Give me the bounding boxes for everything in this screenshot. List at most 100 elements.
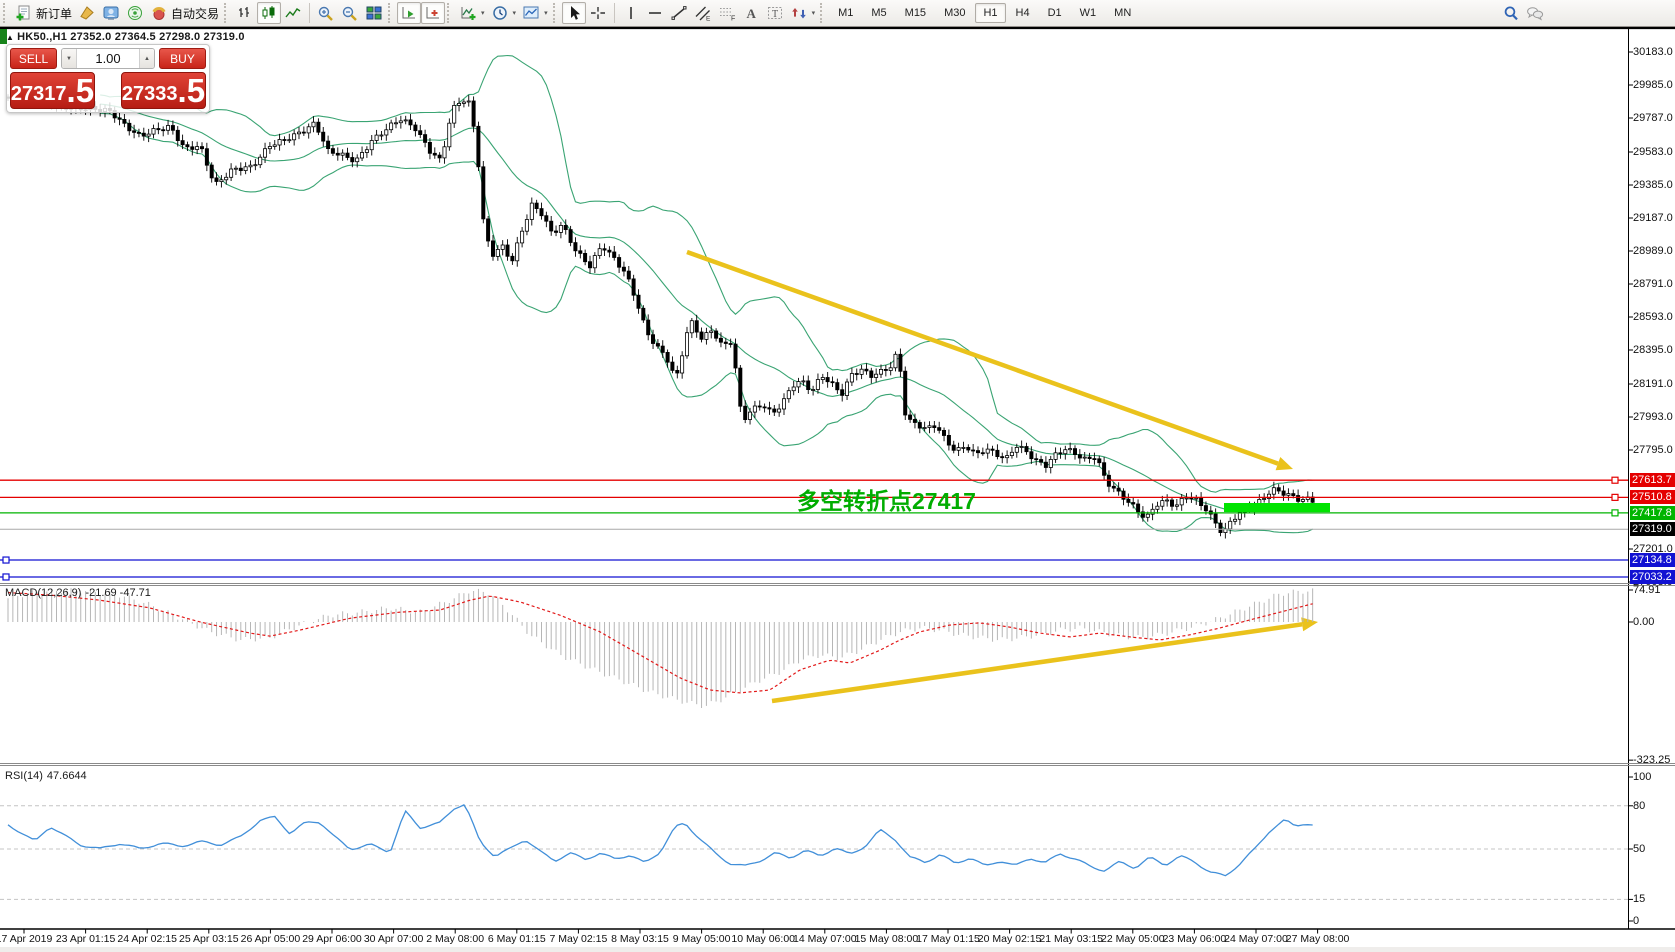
axis-tick-label: -323.25 (1633, 754, 1671, 767)
svg-text:T: T (772, 9, 778, 20)
zoom-in-button[interactable] (314, 2, 338, 24)
axis-tick-label: 100 (1633, 771, 1652, 783)
zoom-out-button[interactable] (338, 2, 362, 24)
buy-price-display[interactable]: 27333.5 (121, 72, 206, 109)
templates-menu-button[interactable]: ▾ (519, 2, 551, 24)
toolbar-sep (613, 3, 615, 23)
candles-layer (6, 90, 1315, 539)
timeframe-mn-button[interactable]: MN (1106, 3, 1139, 23)
volume-decrease-button[interactable]: ▼ (62, 49, 77, 68)
community-button[interactable] (99, 2, 123, 24)
timeframe-m5-button[interactable]: M5 (863, 3, 894, 23)
metaeditor-button[interactable] (75, 2, 99, 24)
bollinger-middle-line (100, 103, 1313, 511)
timeframe-h4-button[interactable]: H4 (1008, 3, 1038, 23)
toolbar-grip (447, 3, 452, 23)
time-axis-label: 30 Apr 07:00 (363, 933, 424, 945)
autotrading-label: 自动交易 (171, 6, 220, 21)
chart-window[interactable]: ▲ HK50.,H1 27352.0 27364.5 27298.0 27319.… (0, 26, 1675, 952)
autotrading-icon (150, 5, 168, 21)
timeframe-w1-button[interactable]: W1 (1072, 3, 1105, 23)
text-icon: A (742, 5, 760, 21)
chart-line-icon (284, 5, 302, 21)
main-toolbar: 新订单 自动交易 ▾ ▾ ▾ E F A T ▾ M1 M5 M15 M30 H1 H4 D1 W1 MN (0, 0, 1675, 27)
text-tool-button[interactable]: A (739, 2, 763, 24)
tile-windows-button[interactable] (362, 2, 386, 24)
hline-icon (646, 5, 664, 21)
macd-histogram (7, 588, 1314, 708)
time-axis-label: 20 May 02:15 (977, 933, 1042, 945)
timeframe-d1-button[interactable]: D1 (1040, 3, 1070, 23)
line-chart-mode-button[interactable] (281, 2, 305, 24)
crosshair-tool-button[interactable] (586, 2, 610, 24)
search-button[interactable] (1499, 2, 1523, 24)
auto-scroll-button[interactable] (397, 2, 422, 24)
axis-tick-label: 50 (1633, 843, 1646, 855)
trendline-tool-button[interactable] (667, 2, 691, 24)
timeframe-m1-button[interactable]: M1 (830, 3, 861, 23)
zoom-out-icon (341, 5, 359, 21)
templates-icon (522, 5, 540, 21)
buy-button[interactable]: BUY (159, 48, 206, 69)
time-axis-label: 23 Apr 01:15 (55, 933, 116, 945)
axis-tick-label: 29787.0 (1633, 112, 1673, 124)
svg-text:E: E (706, 16, 711, 22)
chart-shift-icon (424, 5, 442, 21)
signals-button[interactable] (123, 2, 147, 24)
community-chat-button[interactable] (1523, 2, 1547, 24)
axis-tick-label: 74.91 (1633, 583, 1661, 596)
axis-tick-label: 29187.0 (1633, 212, 1673, 224)
fibonacci-tool-button[interactable]: F (715, 2, 739, 24)
toolbar-grip (820, 3, 825, 23)
chevron-down-icon: ▾ (512, 10, 517, 17)
axis-tick-label: 0 (1633, 915, 1640, 927)
axis-tick-label: 29985.0 (1633, 79, 1673, 91)
text-label-tool-button[interactable]: T (763, 2, 787, 24)
time-axis-label: 17 Apr 2019 (0, 933, 53, 945)
timeframe-m15-button[interactable]: M15 (897, 3, 934, 23)
volume-increase-button[interactable]: ▲ (139, 49, 154, 68)
toolbar-grip (388, 3, 393, 23)
periods-menu-button[interactable]: ▾ (488, 2, 520, 24)
arrows-tool-button[interactable]: ▾ (787, 2, 819, 24)
svg-text:F: F (731, 16, 735, 22)
frame-lines (0, 26, 1675, 930)
timeframe-h1-button[interactable]: H1 (975, 3, 1006, 23)
volume-stepper: ▼ ▲ (61, 48, 155, 69)
axis-tick-label: 0.00 (1633, 616, 1655, 628)
chart-bars-icon (236, 5, 254, 21)
sell-price-main: 27317 (10, 83, 67, 105)
macd-indicator-label: MACD(12,26,9) -21.69 -47.71 (5, 587, 151, 599)
chart-candles-icon (260, 5, 278, 21)
timeframe-m30-button[interactable]: M30 (936, 3, 973, 23)
chevron-down-icon: ▾ (481, 10, 485, 17)
sell-price-display[interactable]: 27317.5 (10, 72, 95, 109)
horizontal-line-tool-button[interactable] (643, 2, 667, 24)
bar-chart-mode-button[interactable] (233, 2, 257, 24)
autotrading-button[interactable]: 自动交易 (147, 2, 222, 24)
crosshair-icon (589, 5, 607, 21)
vertical-line-tool-button[interactable] (619, 2, 643, 24)
time-axis-label: 24 Apr 02:15 (117, 933, 177, 945)
axis-tick-label: 28593.0 (1633, 311, 1673, 323)
toolbar-grip (224, 3, 229, 23)
time-axis-label: 27 May 08:00 (1285, 933, 1350, 945)
volume-input[interactable] (77, 49, 139, 68)
axis-tick-label: 29583.0 (1633, 146, 1673, 158)
price-level-label: 27417.8 (1630, 505, 1675, 520)
time-axis-label: 15 May 08:00 (854, 933, 919, 945)
svg-text:A: A (746, 6, 756, 21)
sell-button[interactable]: SELL (10, 48, 57, 69)
chart-shift-button[interactable] (421, 2, 446, 24)
rsi-line (7, 804, 1313, 877)
window-bottom-edge (0, 947, 1675, 952)
cursor-tool-button[interactable] (561, 2, 586, 24)
equidistant-channel-tool-button[interactable]: E (691, 2, 715, 24)
sell-price-frac: .5 (66, 72, 95, 109)
indicators-menu-button[interactable]: ▾ (456, 2, 488, 24)
bollinger-bands (100, 54, 1313, 534)
symbol-ohlc-text: HK50.,H1 27352.0 27364.5 27298.0 27319.0 (17, 31, 245, 43)
candlestick-mode-button[interactable] (257, 2, 282, 24)
new-order-button[interactable]: 新订单 (12, 2, 75, 24)
